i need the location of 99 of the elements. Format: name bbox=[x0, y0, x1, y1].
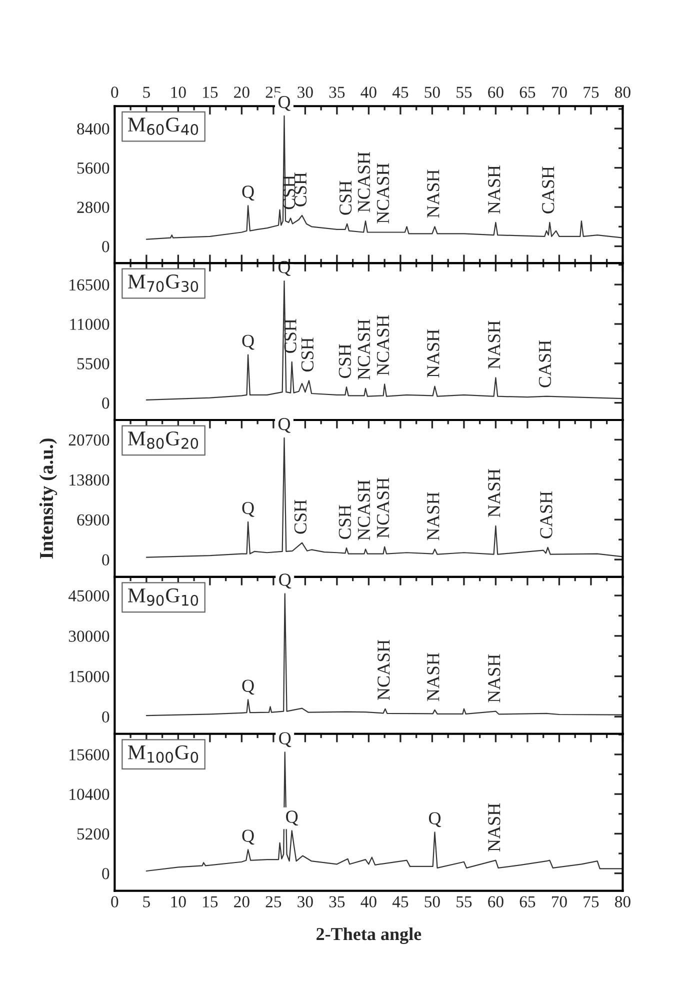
x-tick-label: 5 bbox=[143, 896, 150, 908]
x-tick-label: 0 bbox=[111, 896, 118, 908]
x2-tick-label: 70 bbox=[552, 86, 567, 98]
annotation: NASH bbox=[427, 170, 440, 218]
x2-tick-label: 35 bbox=[329, 86, 345, 98]
annotation: CASH bbox=[542, 166, 554, 214]
line-series bbox=[146, 115, 623, 240]
x2-tick-label: 65 bbox=[520, 86, 536, 98]
y-tick-label: 15600 bbox=[70, 749, 110, 760]
annotation: CSH bbox=[294, 172, 307, 206]
annotation: NCASH bbox=[376, 315, 390, 376]
y-tick-label: 5600 bbox=[77, 162, 110, 174]
x2-tick-label: 20 bbox=[234, 86, 250, 98]
x2-tick-label: 50 bbox=[424, 86, 440, 98]
x-tick-label: 60 bbox=[488, 896, 504, 908]
chart-title: M$_{70}$G$_{30}$ bbox=[128, 274, 198, 292]
annotation: CSH bbox=[338, 344, 351, 378]
annotation: Q bbox=[279, 732, 292, 748]
annotation: NASH bbox=[488, 165, 500, 214]
x-tick-label: 15 bbox=[203, 896, 218, 908]
y-tick-label: 5200 bbox=[77, 828, 110, 840]
y-tick-label: 0 bbox=[102, 240, 110, 252]
annotation: NASH bbox=[488, 469, 500, 518]
x2-tick-label: 75 bbox=[584, 86, 599, 98]
x-tick-label: 20 bbox=[234, 896, 250, 908]
annotation: CSH bbox=[294, 500, 307, 534]
x-tick-label: 65 bbox=[520, 896, 536, 908]
chart-title: M$_{90}$G$_{10}$ bbox=[128, 588, 198, 606]
annotation: NCASH bbox=[378, 640, 390, 700]
y-tick-label: 10400 bbox=[70, 788, 110, 800]
annotation: Q bbox=[242, 830, 254, 845]
y-tick-label: 16500 bbox=[70, 279, 110, 291]
annotation: NCASH bbox=[358, 480, 370, 540]
annotation: Q bbox=[279, 574, 292, 589]
y-tick-label: 2800 bbox=[77, 202, 110, 213]
y-tick-label: 30000 bbox=[68, 630, 110, 642]
annotation: NCASH bbox=[358, 319, 370, 380]
annotation: Q bbox=[278, 96, 290, 111]
annotation: Q bbox=[278, 418, 290, 433]
x2-tick-label: 60 bbox=[488, 86, 504, 98]
x-tick-label: 70 bbox=[552, 896, 567, 908]
annotation: CSH bbox=[338, 505, 351, 539]
annotation: Q bbox=[428, 812, 441, 828]
x2-tick-label: 5 bbox=[143, 86, 150, 98]
x-tick-label: 10 bbox=[171, 896, 186, 908]
annotation: Q bbox=[242, 680, 254, 695]
annotation: NCASH bbox=[358, 152, 370, 212]
x-tick-label: 35 bbox=[329, 896, 345, 908]
x2-tick-label: 45 bbox=[392, 86, 408, 98]
x2-tick-label: 55 bbox=[456, 86, 472, 98]
annotation: CSH bbox=[284, 319, 296, 353]
y-tick-label: 8400 bbox=[77, 123, 110, 135]
y-tick-label: 13800 bbox=[70, 474, 110, 486]
annotation: NASH bbox=[488, 320, 500, 369]
x2-tick-label: 40 bbox=[360, 86, 376, 98]
x2-tick-label: 80 bbox=[615, 86, 630, 98]
annotation: CSH bbox=[339, 180, 352, 215]
x-tick-label: 45 bbox=[392, 896, 408, 908]
annotation: CSH bbox=[282, 175, 296, 210]
x-tick-label: 75 bbox=[584, 896, 599, 908]
x-tick-label: 55 bbox=[456, 896, 472, 908]
annotation: NASH bbox=[427, 329, 440, 378]
annotation: CSH bbox=[301, 338, 314, 372]
y-tick-label: 11000 bbox=[70, 318, 110, 330]
chart-title: M$_{60}$G$_{40}$ bbox=[128, 118, 198, 136]
annotation: CASH bbox=[540, 491, 552, 538]
x-tick-label: 50 bbox=[424, 896, 440, 908]
annotation: Q bbox=[286, 810, 298, 826]
y-tick-label: 0 bbox=[102, 398, 110, 409]
annotation: NASH bbox=[488, 803, 500, 852]
x-axis-title: 2-Theta angle bbox=[316, 927, 422, 944]
x-tick-label: 25 bbox=[266, 896, 282, 908]
annotation: Q bbox=[242, 502, 254, 517]
annotation: Q bbox=[242, 334, 254, 350]
x-tick-label: 40 bbox=[360, 896, 376, 908]
y-tick-label: 0 bbox=[102, 868, 110, 880]
y-axis-title: Intensity (a.u.) bbox=[39, 438, 58, 559]
y-tick-label: 5500 bbox=[77, 358, 110, 370]
x2-tick-label: 10 bbox=[171, 86, 186, 98]
y-tick-label: 0 bbox=[102, 554, 110, 566]
y-tick-label: 0 bbox=[102, 711, 110, 723]
y-tick-label: 20700 bbox=[68, 434, 110, 446]
y-tick-label: 6900 bbox=[77, 514, 110, 526]
annotation: Q bbox=[242, 186, 254, 201]
x-tick-label: 30 bbox=[298, 896, 313, 908]
y-tick-label: 45000 bbox=[68, 590, 110, 602]
annotation: NASH bbox=[427, 652, 440, 702]
annotation: NCASH bbox=[376, 478, 390, 538]
x2-tick-label: 30 bbox=[298, 86, 313, 98]
annotation: NASH bbox=[427, 492, 440, 540]
chart-title: M$_{100}$G$_{0}$ bbox=[128, 745, 198, 763]
annotation: NASH bbox=[488, 654, 500, 702]
annotation: NCASH bbox=[376, 163, 390, 224]
x-tick-label: 80 bbox=[615, 896, 630, 908]
x2-tick-label: 0 bbox=[111, 86, 118, 98]
annotation: CASH bbox=[538, 340, 552, 388]
x2-tick-label: 15 bbox=[203, 86, 218, 98]
y-tick-label: 15000 bbox=[70, 670, 110, 682]
chart-title: M$_{80}$G$_{20}$ bbox=[128, 431, 198, 449]
